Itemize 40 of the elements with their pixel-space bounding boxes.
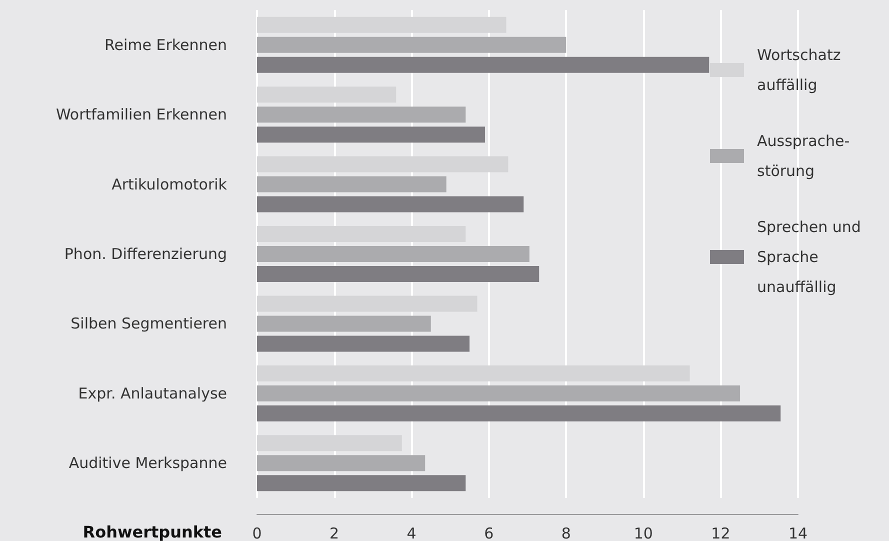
y-tick-label: Phon. Differenzierung: [64, 245, 227, 263]
bar: [257, 475, 466, 492]
x-tick-label: 6: [484, 524, 494, 541]
y-tick-label: Artikulomotorik: [112, 175, 228, 194]
y-tick-label: Silben Segmentieren: [70, 314, 227, 333]
x-tick-label: 0: [252, 524, 262, 541]
x-axis-title: Rohwertpunkte: [82, 522, 222, 541]
bar: [257, 246, 530, 262]
bar: [257, 36, 566, 53]
bar: [257, 196, 524, 212]
bar: [257, 455, 426, 472]
legend-label: Aussprache- störung: [757, 132, 850, 180]
bar: [257, 226, 466, 242]
bar: [257, 385, 740, 402]
x-tick-label: 14: [788, 524, 808, 541]
bar: [257, 296, 478, 312]
bar: [257, 435, 402, 452]
x-tick-label: 10: [634, 524, 653, 541]
bar: [257, 106, 466, 123]
bar: [257, 266, 540, 282]
bar: [257, 176, 446, 192]
legend-label: Wortschatz auffällig: [757, 46, 841, 94]
legend-label: Sprechen und Sprache unauffällig: [757, 218, 861, 296]
bar: [257, 126, 485, 143]
x-tick-label: 2: [330, 524, 340, 541]
bar: [257, 86, 396, 103]
y-tick-label: Wortfamilien Erkennen: [56, 106, 227, 124]
bar: [257, 16, 506, 33]
y-tick-label: Reime Erkennen: [104, 36, 227, 54]
y-tick-label: Auditive Merkspanne: [68, 454, 227, 472]
y-tick-label: Expr. Anlautanalyse: [78, 384, 227, 402]
bar: [257, 365, 690, 382]
x-tick-label: 4: [406, 524, 416, 541]
x-tick-label: 12: [711, 524, 730, 541]
x-tick-label: 8: [561, 524, 571, 541]
bar: [257, 316, 431, 332]
bar: [257, 405, 781, 422]
bar: [257, 156, 508, 172]
bar: [257, 336, 470, 352]
bar: [257, 56, 710, 73]
